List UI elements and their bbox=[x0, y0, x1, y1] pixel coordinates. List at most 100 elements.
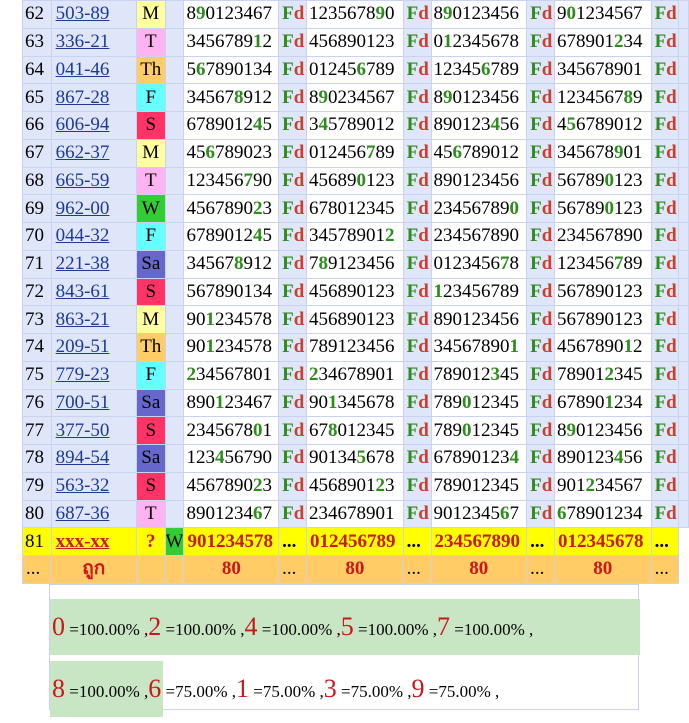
fd-f: F bbox=[654, 336, 667, 358]
day-badge: F bbox=[135, 222, 166, 251]
fd-tag: Fd bbox=[402, 333, 432, 362]
fd-f: F bbox=[282, 253, 294, 275]
fd-tag: Fd bbox=[402, 249, 432, 279]
row-code-link[interactable]: 863-21 bbox=[55, 308, 110, 330]
row-code-link[interactable]: 843-61 bbox=[55, 280, 110, 302]
stat-item: 9 =75.00% , bbox=[412, 674, 500, 704]
day-badge: M bbox=[135, 305, 166, 334]
fd-f: F bbox=[530, 502, 542, 524]
fd-d: d bbox=[541, 142, 553, 164]
row-code-link[interactable]: 221-38 bbox=[55, 253, 110, 275]
fd-d: d bbox=[418, 308, 429, 330]
row-code-cell: 700-51 bbox=[50, 388, 137, 418]
fd-tag: Fd bbox=[650, 166, 680, 196]
day-badge: Th bbox=[135, 333, 166, 362]
fd-f: F bbox=[530, 253, 542, 275]
stat-percent: =100.00% bbox=[165, 620, 237, 639]
row-code-link[interactable]: 044-32 bbox=[55, 225, 110, 247]
digit-group: 567890134 bbox=[183, 277, 280, 307]
spacer bbox=[678, 138, 689, 168]
fd-f: F bbox=[406, 225, 419, 247]
table-row: 76 700-51 Sa 890123467 Fd 901345678 Fd 78901234… bbox=[22, 388, 689, 418]
fd-d: d bbox=[541, 3, 553, 25]
row-code-link[interactable]: 894-54 bbox=[55, 447, 110, 469]
row-code-link[interactable]: 336-21 bbox=[55, 31, 110, 53]
fd-tag: Fd bbox=[278, 360, 308, 390]
row-code-link[interactable]: 687-36 bbox=[55, 502, 110, 524]
fd-f: F bbox=[530, 31, 542, 53]
digit-group: 345678912 bbox=[183, 249, 280, 279]
digit-group: 901345678 bbox=[306, 388, 404, 418]
fd-d: d bbox=[541, 225, 553, 247]
fd-d: d bbox=[293, 225, 305, 247]
fd-f: F bbox=[654, 58, 667, 80]
dots: ... bbox=[650, 527, 680, 556]
spacer bbox=[678, 194, 689, 223]
fd-d: d bbox=[293, 31, 305, 53]
fd-f: F bbox=[530, 142, 542, 164]
spacer bbox=[164, 499, 185, 529]
row-code-link[interactable]: xxx-xx bbox=[55, 530, 110, 552]
digit-group: 678901245 bbox=[183, 222, 280, 251]
day-badge: W bbox=[135, 194, 166, 223]
row-code-link[interactable]: 665-59 bbox=[55, 169, 110, 191]
stat-item: 2 =100.00% , bbox=[148, 612, 244, 642]
table-row: 80 687-36 T 890123467 Fd 234678901 Fd 901234567… bbox=[22, 499, 689, 529]
digit-group: 012345678 bbox=[430, 27, 528, 57]
fd-f: F bbox=[530, 364, 542, 386]
digit-group: 789123456 bbox=[306, 249, 404, 279]
fd-f: F bbox=[654, 447, 667, 469]
fd-d: d bbox=[293, 308, 305, 330]
fd-tag: Fd bbox=[402, 83, 432, 112]
fd-f: F bbox=[406, 364, 419, 386]
spacer bbox=[164, 444, 185, 473]
row-code-link[interactable]: 377-50 bbox=[55, 419, 110, 441]
row-code-link[interactable]: 662-37 bbox=[55, 142, 110, 164]
row-code-cell: 962-00 bbox=[50, 194, 137, 223]
fd-tag: Fd bbox=[402, 305, 432, 334]
row-code-link[interactable]: 606-94 bbox=[55, 114, 110, 136]
row-code-link[interactable]: 700-51 bbox=[55, 391, 110, 413]
row-code-cell: 779-23 bbox=[50, 360, 137, 390]
fd-tag: Fd bbox=[650, 444, 680, 473]
row-code-link[interactable]: 867-28 bbox=[55, 86, 110, 108]
fd-f: F bbox=[406, 475, 419, 497]
row-number: 63 bbox=[22, 27, 52, 57]
digit-group: 567890123 bbox=[554, 194, 652, 223]
stat-digit: 3 bbox=[323, 674, 337, 703]
fd-tag: Fd bbox=[402, 222, 432, 251]
fd-tag: Fd bbox=[526, 138, 555, 168]
digit-group: 234567801 bbox=[183, 360, 280, 390]
row-code-link[interactable]: 503-89 bbox=[55, 3, 110, 25]
stat-digit: 5 bbox=[340, 612, 354, 641]
fd-tag: Fd bbox=[650, 416, 680, 445]
fd-f: F bbox=[406, 197, 419, 219]
fd-d: d bbox=[541, 253, 553, 275]
spacer bbox=[678, 111, 689, 140]
row-code-link[interactable]: 041-46 bbox=[55, 58, 110, 80]
fd-f: F bbox=[406, 336, 419, 358]
day-badge: M bbox=[135, 138, 166, 168]
day-badge: T bbox=[135, 499, 166, 529]
fd-f: F bbox=[406, 253, 419, 275]
fd-d: d bbox=[418, 114, 429, 136]
row-number: 70 bbox=[22, 222, 52, 251]
fd-d: d bbox=[418, 197, 429, 219]
row-code-cell: xxx-xx bbox=[50, 527, 137, 556]
fd-tag: Fd bbox=[650, 249, 680, 279]
row-code-link[interactable]: 962-00 bbox=[55, 197, 110, 219]
row-code-link[interactable]: 779-23 bbox=[55, 364, 110, 386]
table-row: 73 863-21 M 901234578 Fd 456890123 Fd 890123456… bbox=[22, 305, 689, 334]
fd-d: d bbox=[293, 3, 305, 25]
digit-group: 890123456 bbox=[430, 166, 528, 196]
digit-group: 234678901 bbox=[306, 360, 404, 390]
fd-tag: Fd bbox=[278, 194, 308, 223]
fd-tag: Fd bbox=[526, 471, 555, 501]
row-code-link[interactable]: 209-51 bbox=[55, 336, 110, 358]
row-code-link[interactable]: 563-32 bbox=[55, 475, 110, 497]
dots: ... bbox=[526, 527, 555, 556]
fd-tag: Fd bbox=[526, 277, 555, 307]
fd-d: d bbox=[293, 142, 305, 164]
fd-d: d bbox=[541, 475, 553, 497]
fd-f: F bbox=[654, 31, 667, 53]
